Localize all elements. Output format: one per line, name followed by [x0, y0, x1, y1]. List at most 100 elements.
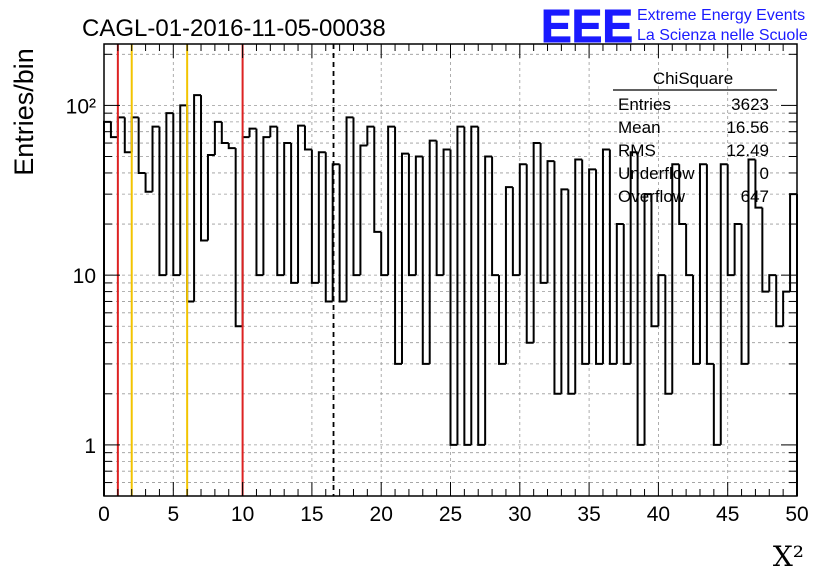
logo-mark: EEE — [541, 0, 633, 52]
histogram-bin — [442, 148, 451, 276]
x-tick-label: 30 — [508, 503, 531, 526]
histogram-bin — [608, 149, 617, 365]
histogram-bin — [366, 125, 375, 146]
histogram-bin — [428, 139, 437, 364]
histogram-bin — [449, 149, 458, 446]
histogram-bin — [193, 94, 202, 302]
x-tick-label: 25 — [439, 503, 462, 526]
histogram-bin — [290, 143, 299, 284]
histogram-bin — [574, 158, 583, 394]
y-tick-label: 10² — [66, 95, 96, 118]
histogram-bin — [553, 161, 562, 395]
histogram-bin — [345, 116, 354, 302]
stats-box: ChiSquare Entries 3623 Mean 16.56 RMS 12.49 Un… — [613, 69, 777, 206]
histogram-bin — [768, 274, 777, 292]
histogram-bin — [359, 144, 368, 276]
histogram-bin — [206, 154, 215, 241]
x-tick-label: 5 — [167, 503, 179, 526]
histogram-bin — [338, 164, 347, 303]
histogram-bin — [498, 275, 506, 365]
histogram-bin — [213, 120, 222, 156]
x-tick-label: 50 — [785, 503, 808, 526]
histogram-bin — [137, 117, 146, 174]
reference-lines-layer — [116, 44, 335, 496]
x-tick-label: 15 — [300, 503, 323, 526]
y-axis-label: Entries/bin — [9, 48, 39, 176]
stats-title: ChiSquare — [653, 69, 733, 88]
x-tick-label: 0 — [98, 503, 110, 526]
histogram-bin — [151, 125, 160, 192]
histogram-bin — [504, 186, 513, 364]
histogram-bin — [276, 126, 285, 277]
stats-value: 12.49 — [726, 141, 769, 160]
histogram-bin — [407, 153, 416, 277]
histogram-bin — [588, 168, 597, 364]
histogram-bin — [179, 104, 188, 276]
histogram-bin — [470, 125, 479, 445]
histogram-bin — [255, 128, 264, 277]
stats-label: Mean — [618, 118, 661, 137]
histogram-bin — [518, 163, 527, 276]
histogram-bin — [546, 160, 555, 283]
histogram-bin — [269, 125, 278, 138]
histogram-bin — [324, 152, 333, 303]
histogram-bin — [650, 194, 659, 328]
histogram-bin — [629, 151, 638, 364]
histogram-bin — [705, 164, 714, 365]
histogram-bin — [165, 112, 174, 276]
histogram-bin — [643, 193, 652, 445]
histogram-bin — [595, 169, 603, 365]
histogram-bin — [373, 126, 382, 233]
stats-value: 16.56 — [726, 118, 769, 137]
x-tick-label: 45 — [716, 503, 739, 526]
histogram-bin — [317, 151, 326, 283]
x-axis-label: X² — [773, 540, 804, 572]
logo-line-2: La Scienza nelle Scuole — [637, 27, 808, 44]
y-tick-label: 1 — [84, 435, 96, 458]
histogram-bin — [740, 224, 749, 365]
y-tick-label: 10 — [73, 265, 96, 288]
histogram-bin — [726, 164, 735, 277]
x-tick-label: 35 — [577, 503, 600, 526]
eee-logo: EEE Extreme Energy Events La Scienza nel… — [541, 0, 808, 53]
histogram-bin — [248, 127, 257, 138]
histogram-bin — [387, 125, 396, 276]
histogram-bin — [775, 275, 784, 328]
histogram-bin — [234, 148, 243, 328]
histogram-bin — [560, 188, 569, 394]
histogram-bin — [491, 156, 500, 277]
histogram-bin — [664, 275, 673, 395]
histogram-bin — [601, 148, 610, 364]
histogram-bin — [754, 159, 763, 209]
histogram-bin — [297, 124, 305, 283]
histogram-bin — [414, 155, 423, 276]
chart-title: CAGL-01-2016-11-05-00038 — [82, 15, 386, 42]
stats-rows: Entries 3623 Mean 16.56 RMS 12.49 Underflow 0 Ov… — [618, 95, 769, 206]
stats-label: Entries — [618, 95, 671, 114]
histogram-bin — [615, 223, 624, 364]
histogram-bin — [525, 164, 534, 344]
histogram-bin — [698, 163, 707, 364]
stats-label: Underflow — [618, 164, 695, 183]
histogram-bin — [144, 172, 153, 193]
histogram-bin — [692, 275, 700, 365]
histogram-bin — [421, 156, 430, 365]
histogram-bin — [262, 136, 271, 276]
histogram-bin — [227, 143, 236, 150]
histogram-bin — [380, 231, 389, 277]
histogram-bin — [567, 189, 576, 395]
stats-value: 0 — [760, 164, 769, 183]
histogram-bin — [671, 163, 680, 394]
histogram-bin — [158, 126, 167, 277]
histogram-bin — [394, 126, 402, 365]
histogram-bin — [678, 164, 687, 226]
histogram-bin — [657, 274, 666, 327]
histogram-bin — [719, 163, 728, 445]
histogram-bin — [172, 113, 181, 277]
histogram-bin — [712, 363, 721, 446]
histogram-bin — [463, 126, 472, 446]
histogram-bin — [477, 126, 486, 446]
histogram-bin — [283, 142, 292, 276]
